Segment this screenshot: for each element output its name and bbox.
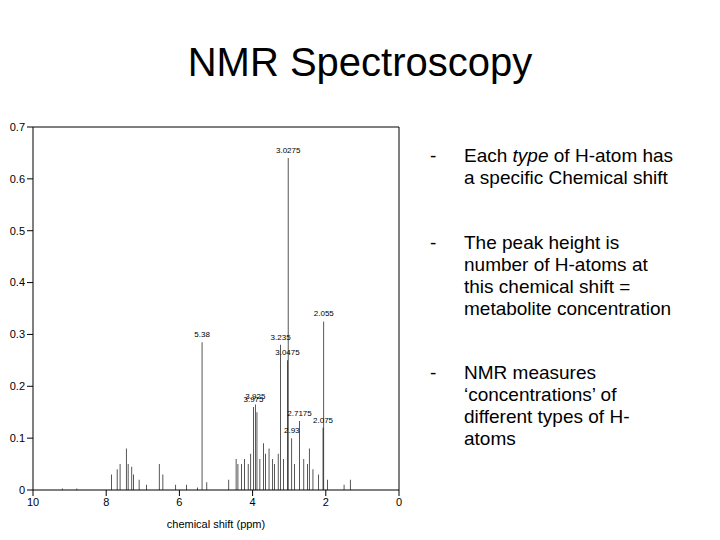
html-text:NMR Spectroscopy: NMR Spectroscopy: [187, 40, 533, 84]
svg-text:8: 8: [103, 496, 109, 508]
svg-text:0.4: 0.4: [10, 276, 25, 288]
svg-text:2.7175: 2.7175: [287, 409, 312, 418]
svg-text:3.0275: 3.0275: [276, 146, 301, 155]
svg-text:2.93: 2.93: [284, 426, 300, 435]
svg-text:10: 10: [27, 496, 39, 508]
html-text:The peak height is number of H: The peak height is number of H-atoms at …: [464, 232, 671, 319]
svg-text:0.1: 0.1: [10, 432, 25, 444]
svg-text:0.7: 0.7: [10, 121, 25, 133]
svg-text:0: 0: [396, 496, 402, 508]
svg-text:3.235: 3.235: [271, 333, 292, 342]
svg-text:0.3: 0.3: [10, 328, 25, 340]
svg-text:0.5: 0.5: [10, 225, 25, 237]
svg-text:3.975: 3.975: [243, 395, 264, 404]
html-text:NMR measures ‘concentrations’: NMR measures ‘concentrations’ of differe…: [464, 362, 630, 449]
svg-text:2: 2: [323, 496, 329, 508]
svg-text:2.075: 2.075: [313, 416, 334, 425]
svg-text:0.2: 0.2: [10, 380, 25, 392]
svg-text:2.055: 2.055: [314, 309, 335, 318]
svg-text:chemical shift (ppm): chemical shift (ppm): [167, 518, 265, 530]
svg-text:4: 4: [250, 496, 256, 508]
svg-text:5.38: 5.38: [194, 330, 210, 339]
html-text:Each type of H-atom has a spec: Each type of H-atom has a specific Chemi…: [464, 145, 674, 188]
svg-text:3.0475: 3.0475: [275, 348, 300, 357]
svg-text:0.6: 0.6: [10, 173, 25, 185]
svg-text:6: 6: [176, 496, 182, 508]
svg-text:0: 0: [19, 484, 25, 496]
